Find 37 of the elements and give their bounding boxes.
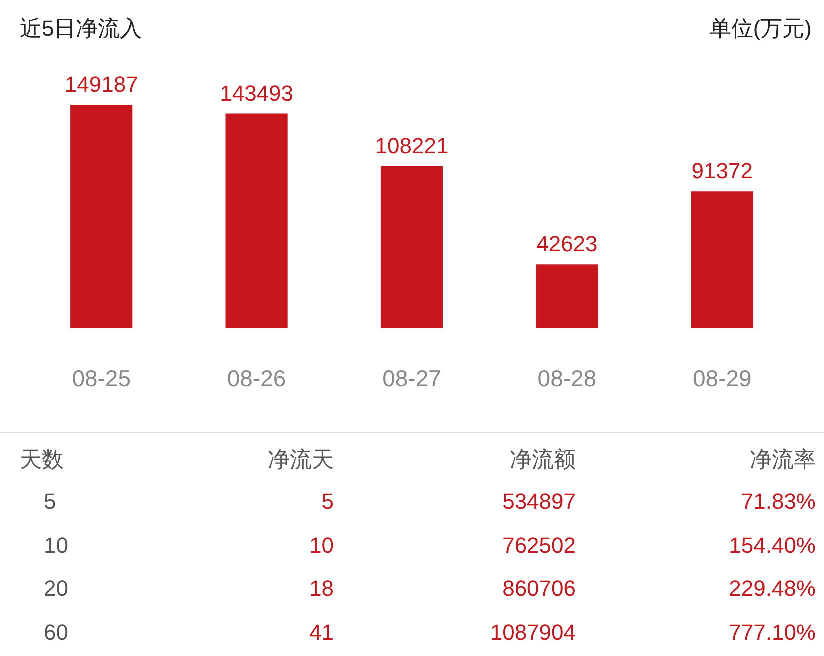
text: 18 (310, 576, 334, 602)
bar (691, 192, 754, 328)
text: 762502 (502, 532, 576, 558)
chart-title: 近5日净流入 (20, 15, 142, 43)
text: 10 (44, 532, 68, 558)
category-label: 净流天 (268, 446, 334, 474)
x-tick-label: 08-26 (227, 366, 286, 392)
x-tick-label: 08-29 (692, 366, 752, 392)
bar (536, 264, 598, 328)
data-label: 143493 (220, 80, 294, 106)
data-label: 42623 (536, 232, 598, 257)
bar (70, 105, 133, 328)
x-tick-label: 08-28 (538, 366, 597, 392)
text: 41 (310, 620, 334, 646)
text: 1087904 (490, 620, 576, 646)
text: 777.10% (729, 620, 816, 646)
category-label: 净流额 (510, 446, 576, 474)
text: 5 (322, 489, 334, 515)
x-tick-label: 08-27 (382, 366, 442, 392)
data-label: 91372 (692, 158, 753, 184)
x-tick-label: 08-25 (72, 366, 132, 392)
text: 20 (44, 576, 68, 602)
data-label: 108221 (375, 134, 449, 159)
text: 860706 (502, 576, 576, 602)
bar (380, 166, 444, 328)
text: 229.48% (729, 576, 816, 602)
chart-subtitle: 单位(万元) (709, 15, 812, 43)
text: 154.40% (729, 532, 816, 558)
bar (226, 114, 288, 328)
text: 71.83% (741, 489, 816, 515)
data-label: 149187 (64, 72, 138, 98)
category-label: 天数 (20, 446, 64, 474)
category-label: 净流率 (750, 446, 816, 474)
text: 10 (310, 532, 334, 558)
text: 60 (44, 620, 68, 646)
text: 5 (44, 489, 56, 515)
text: 534897 (502, 489, 576, 515)
